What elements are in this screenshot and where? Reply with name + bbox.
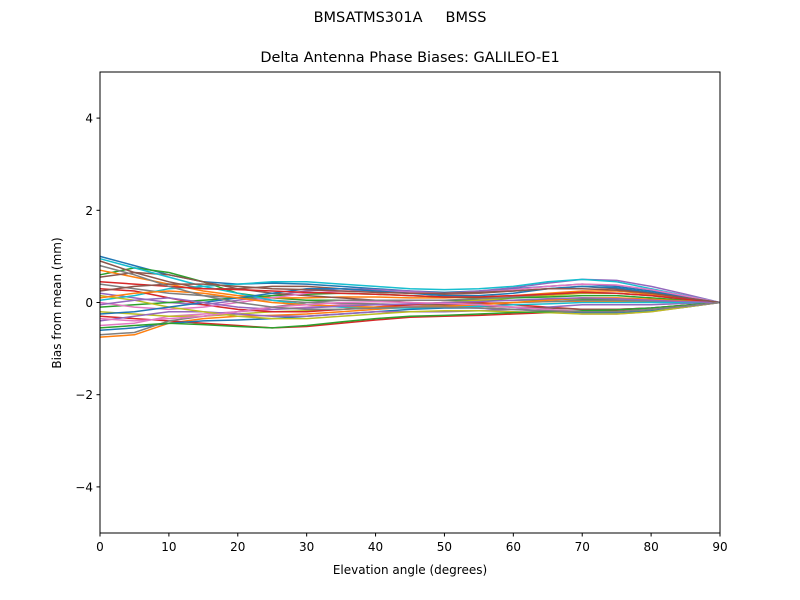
x-tick-label: 20 bbox=[230, 540, 245, 554]
series-line-17 bbox=[99, 283, 721, 311]
x-tick-label: 30 bbox=[299, 540, 314, 554]
series-line-11 bbox=[99, 301, 721, 331]
series-line-20 bbox=[99, 257, 720, 309]
x-tick-label: 0 bbox=[96, 540, 104, 554]
series-line-12 bbox=[99, 269, 721, 304]
x-tick-label: 10 bbox=[161, 540, 176, 554]
series-line-4 bbox=[99, 301, 721, 329]
y-tick-label: 0 bbox=[85, 296, 93, 310]
series-lines bbox=[99, 255, 721, 338]
series-line-25 bbox=[99, 297, 721, 311]
y-tick-label: −2 bbox=[75, 388, 93, 402]
series-line-19 bbox=[99, 294, 721, 320]
x-tick-label: 90 bbox=[712, 540, 727, 554]
y-axis-label: Bias from mean (mm) bbox=[50, 237, 64, 368]
x-axis-label: Elevation angle (degrees) bbox=[333, 563, 487, 577]
x-tick-label: 80 bbox=[643, 540, 658, 554]
x-tick-label: 60 bbox=[506, 540, 521, 554]
series-line-26 bbox=[99, 283, 721, 304]
series-line-28 bbox=[99, 264, 721, 313]
chart-title: Delta Antenna Phase Biases: GALILEO-E1 bbox=[260, 50, 560, 66]
x-tick-label: 70 bbox=[575, 540, 590, 554]
figure-suptitle: BMSATMS301A BMSS bbox=[313, 10, 487, 26]
y-axis-ticks: −4 −2 0 2 4 bbox=[75, 112, 100, 494]
y-tick-label: 2 bbox=[85, 204, 93, 218]
series-line-24 bbox=[99, 281, 721, 304]
x-tick-label: 40 bbox=[368, 540, 383, 554]
x-axis-ticks: 0 10 20 30 40 50 60 70 80 90 bbox=[96, 533, 728, 554]
y-tick-label: 4 bbox=[85, 112, 93, 126]
series-line-23 bbox=[99, 301, 721, 329]
x-tick-label: 50 bbox=[437, 540, 452, 554]
y-tick-label: −4 bbox=[75, 480, 93, 494]
